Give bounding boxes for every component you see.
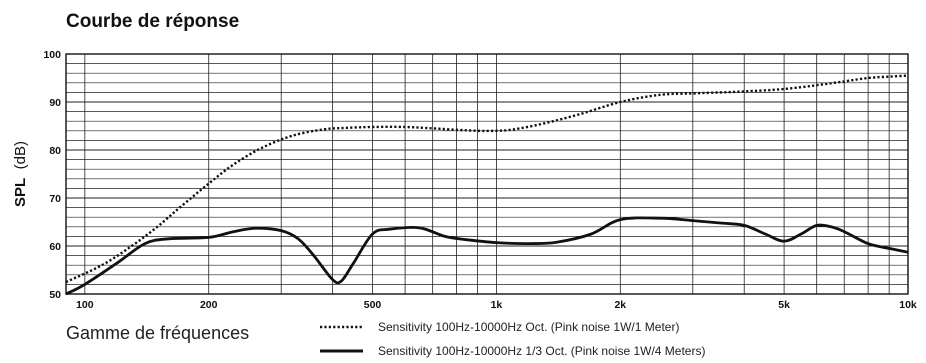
legend-label-solid: Sensitivity 100Hz-10000Hz 1/3 Oct. (Pink… [378,344,705,358]
y-axis-label-unit: (dB) [12,141,29,169]
x-axis-ticks: 100 200 500 1k 2k 5k 10k [76,299,917,311]
y-tick-label: 60 [49,241,61,253]
y-tick-label: 50 [49,289,61,301]
x-axis-label: Gamme de fréquences [66,323,249,343]
legend: Sensitivity 100Hz-10000Hz Oct. (Pink noi… [320,320,705,358]
chart-title: Courbe de réponse [66,11,239,32]
y-tick-label: 80 [49,145,61,157]
y-axis-ticks: 50 60 70 80 90 100 [43,49,61,301]
x-tick-label: 500 [364,299,382,311]
y-tick-label: 100 [43,49,61,61]
x-tick-label: 100 [76,299,94,311]
x-tick-label: 2k [614,299,626,311]
plot-frame [65,53,909,295]
y-axis-label: SPL (dB) [12,141,29,207]
series-line-third-oct [65,216,909,296]
y-tick-label: 70 [49,193,61,205]
x-tick-label: 10k [899,299,917,311]
y-axis-label-main: SPL [12,178,29,207]
x-tick-label: 5k [778,299,790,311]
y-tick-label: 90 [49,97,61,109]
legend-label-dotted: Sensitivity 100Hz-10000Hz Oct. (Pink noi… [378,320,679,334]
chart-series [65,74,909,296]
x-tick-label: 200 [200,299,218,311]
x-tick-label: 1k [491,299,503,311]
